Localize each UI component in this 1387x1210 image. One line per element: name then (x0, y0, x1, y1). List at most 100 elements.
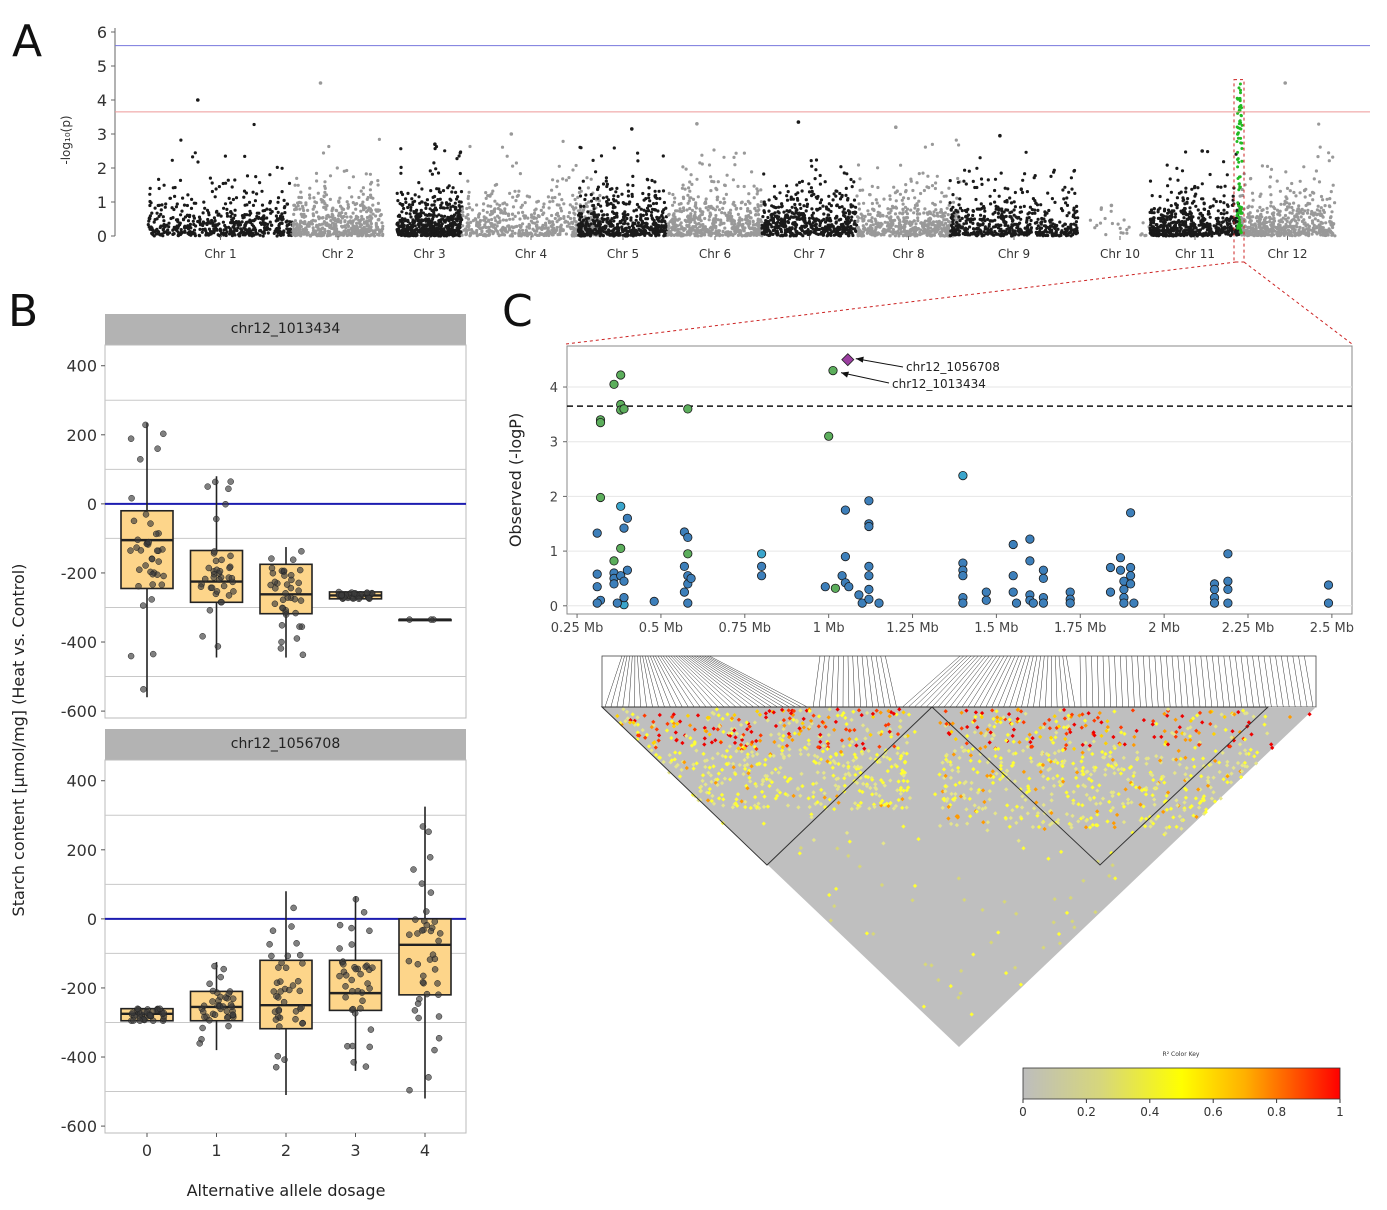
manhattan-point (644, 221, 648, 225)
manhattan-point (786, 190, 790, 194)
manhattan-point (971, 213, 975, 218)
manhattan-point (826, 226, 831, 230)
manhattan-point (161, 234, 165, 238)
manhattan-point (890, 204, 895, 208)
manhattan-point (414, 216, 418, 221)
manhattan-point (444, 233, 448, 237)
manhattan-point (715, 233, 719, 237)
manhattan-point (916, 207, 920, 212)
manhattan-point (1143, 234, 1147, 238)
manhattan-point (742, 184, 746, 189)
manhattan-point (206, 217, 210, 222)
manhattan-point (550, 220, 554, 224)
manhattan-point (249, 211, 253, 215)
manhattan-point (993, 200, 997, 204)
manhattan-point (612, 146, 616, 150)
manhattan-point (319, 197, 323, 202)
manhattan-point (280, 166, 284, 170)
manhattan-point (873, 234, 877, 238)
manhattan-point (353, 225, 357, 229)
manhattan-point (897, 234, 901, 238)
manhattan-point (202, 221, 206, 225)
manhattan-point (360, 223, 364, 227)
manhattan-point (395, 228, 399, 232)
manhattan-point (572, 226, 576, 230)
manhattan-point (324, 216, 328, 221)
manhattan-point (576, 195, 580, 199)
manhattan-point (898, 192, 903, 196)
manhattan-point (743, 226, 747, 230)
manhattan-point (153, 218, 157, 222)
manhattan-point (326, 213, 330, 217)
manhattan-point (878, 211, 882, 215)
manhattan-point (354, 214, 358, 218)
manhattan-point (688, 230, 692, 234)
manhattan-point (293, 183, 297, 187)
manhattan-point (752, 196, 756, 200)
manhattan-point (277, 224, 281, 228)
manhattan-point (287, 233, 291, 237)
manhattan-point (434, 233, 438, 238)
manhattan-point (347, 186, 351, 190)
manhattan-point (985, 231, 989, 235)
manhattan-point (634, 218, 638, 222)
manhattan-point (713, 208, 718, 212)
manhattan-point (779, 234, 783, 238)
manhattan-point (684, 167, 688, 171)
manhattan-point (1013, 190, 1018, 195)
manhattan-point (243, 203, 247, 207)
manhattan-point (700, 162, 704, 166)
manhattan-point (413, 199, 417, 203)
manhattan-point (610, 229, 614, 233)
manhattan-point (1139, 233, 1143, 237)
manhattan-point (433, 199, 437, 203)
manhattan-point (1152, 207, 1156, 211)
manhattan-point (993, 177, 998, 181)
manhattan-point (541, 223, 545, 227)
manhattan-point (971, 179, 975, 183)
manhattan-point (791, 197, 796, 201)
manhattan-point (236, 226, 240, 230)
manhattan-point (913, 196, 917, 200)
manhattan-point (779, 205, 784, 209)
manhattan-point (376, 179, 380, 183)
manhattan-point (1039, 203, 1043, 207)
manhattan-point (254, 230, 258, 234)
manhattan-point (436, 171, 441, 175)
manhattan-point (940, 191, 944, 195)
manhattan-point (229, 210, 233, 214)
manhattan-point (1208, 172, 1212, 177)
manhattan-point (318, 229, 322, 234)
manhattan-point (999, 171, 1003, 175)
manhattan-point (868, 193, 872, 197)
manhattan-point (186, 193, 190, 197)
manhattan-point (360, 227, 364, 231)
manhattan-point (146, 223, 150, 227)
manhattan-point (342, 214, 346, 219)
manhattan-point (964, 221, 969, 225)
manhattan-point (692, 216, 696, 220)
manhattan-point (551, 199, 555, 203)
manhattan-point (545, 230, 549, 234)
manhattan-point (232, 230, 236, 234)
manhattan-point (529, 219, 534, 223)
manhattan-point (825, 218, 829, 222)
manhattan-point (462, 228, 466, 232)
manhattan-point (215, 209, 219, 213)
manhattan-point (592, 231, 596, 235)
manhattan-point (849, 218, 853, 222)
manhattan-point (327, 144, 331, 149)
manhattan-point (283, 205, 287, 209)
manhattan-point (302, 229, 306, 233)
manhattan-point (687, 218, 691, 222)
manhattan-point (359, 189, 363, 193)
manhattan-point (405, 229, 409, 233)
manhattan-point (749, 216, 753, 220)
manhattan-point (670, 220, 674, 224)
manhattan-point (242, 189, 247, 193)
manhattan-point (281, 233, 285, 237)
manhattan-point (915, 234, 919, 238)
manhattan-point (1067, 190, 1071, 194)
manhattan-point (430, 220, 434, 224)
manhattan-point (224, 181, 228, 185)
